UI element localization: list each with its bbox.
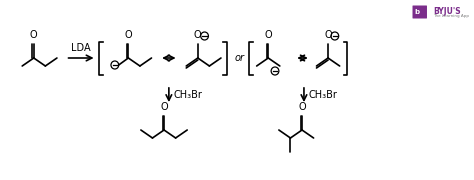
Text: LDA: LDA <box>71 43 91 53</box>
Text: or: or <box>234 53 244 63</box>
Text: O: O <box>298 102 306 112</box>
Text: CH₃Br: CH₃Br <box>173 90 202 100</box>
Text: BYJU'S: BYJU'S <box>433 6 461 15</box>
Text: O: O <box>30 30 37 40</box>
Text: O: O <box>125 30 132 40</box>
Text: O: O <box>160 102 168 112</box>
Text: O: O <box>324 30 332 40</box>
Text: b: b <box>414 9 419 15</box>
FancyBboxPatch shape <box>412 6 427 19</box>
Text: O: O <box>264 30 272 40</box>
Text: The Learning App: The Learning App <box>433 14 469 18</box>
Text: CH₃Br: CH₃Br <box>309 90 337 100</box>
Text: O: O <box>194 30 201 40</box>
